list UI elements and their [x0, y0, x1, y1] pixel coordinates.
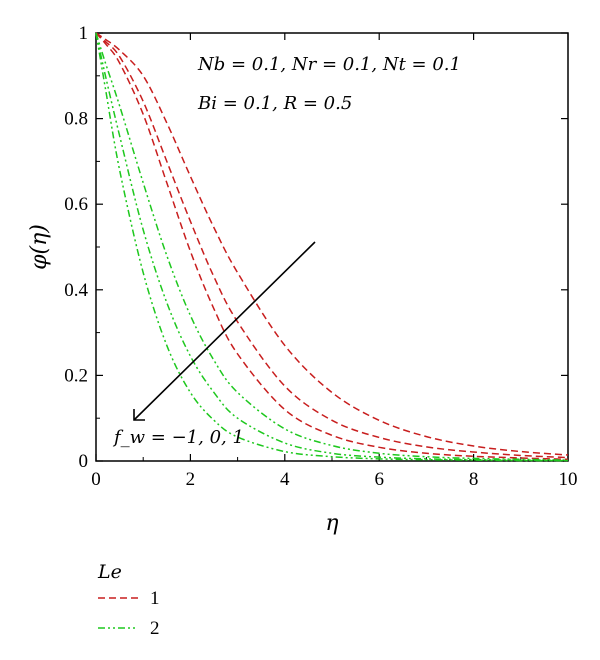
arrow-annotation: f_w = −1, 0, 1 — [112, 427, 244, 448]
y-axis-ticks: 0 0.2 0.4 0.6 0.8 1 — [64, 23, 568, 472]
x-tick-label: 8 — [469, 469, 479, 490]
y-tick-label: 0.8 — [64, 109, 88, 130]
legend: Le 1 2 — [97, 561, 160, 639]
x-axis-label: η — [325, 511, 338, 536]
y-tick-label: 0.4 — [64, 280, 88, 301]
x-tick-label: 4 — [280, 469, 290, 490]
x-tick-label: 6 — [374, 469, 384, 490]
series-line-Le2-fwneg1 — [95, 32, 569, 461]
y-tick-label: 0.2 — [64, 365, 88, 386]
series-line-Le1-fwneg1 — [95, 32, 569, 456]
legend-label-le1: 1 — [150, 588, 160, 609]
series-layer — [95, 32, 569, 462]
params-annotation-line2: Bi = 0.1, R = 0.5 — [197, 93, 352, 114]
x-tick-label: 2 — [186, 469, 196, 490]
series-line-Le1-fw0 — [95, 32, 569, 459]
trend-arrow-head — [133, 409, 145, 421]
trend-arrow-line — [133, 241, 316, 421]
legend-title: Le — [97, 561, 122, 583]
y-tick-label: 1 — [79, 23, 89, 44]
y-tick-label: 0.6 — [64, 194, 88, 215]
series-line-Le1-fw1 — [95, 32, 569, 461]
params-annotation-line1: Nb = 0.1, Nr = 0.1, Nt = 0.1 — [197, 54, 461, 75]
series-line-Le2-fw1 — [95, 32, 569, 462]
x-axis-ticks: 0 2 4 6 8 10 — [91, 33, 578, 490]
y-tick-label: 0 — [79, 451, 89, 472]
x-tick-label: 0 — [91, 469, 101, 490]
legend-label-le2: 2 — [150, 618, 160, 639]
series-line-Le2-fw0 — [95, 32, 569, 462]
y-axis-label: φ(η) — [27, 224, 52, 270]
x-tick-label: 10 — [559, 469, 578, 490]
